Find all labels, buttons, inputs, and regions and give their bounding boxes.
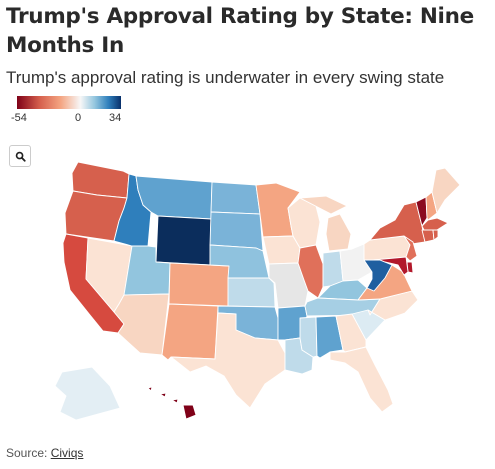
state-ak[interactable] — [54, 366, 121, 421]
legend-min-label: -54 — [11, 112, 27, 124]
state-hi[interactable] — [147, 386, 197, 420]
color-legend: -54 0 34 — [11, 96, 122, 126]
state-fl[interactable] — [329, 346, 394, 413]
state-nm[interactable] — [161, 303, 219, 361]
legend-gradient-bar — [17, 96, 121, 109]
state-ks[interactable] — [227, 277, 276, 308]
legend-mid-label: 0 — [75, 112, 82, 124]
state-az[interactable] — [113, 293, 170, 356]
state-nd[interactable] — [210, 181, 261, 215]
state-tx[interactable] — [170, 312, 286, 409]
state-id[interactable] — [113, 173, 152, 247]
chart-title: Trump's Approval Rating by State: Nine M… — [6, 4, 474, 58]
state-ia[interactable] — [262, 235, 301, 265]
state-nh[interactable] — [425, 191, 438, 221]
source-link[interactable]: Civiqs — [50, 446, 84, 460]
legend-max-label: 34 — [109, 112, 122, 124]
source-prefix: Source: — [6, 446, 51, 460]
magnifier-icon — [15, 151, 26, 162]
state-ri[interactable] — [432, 229, 439, 241]
state-md[interactable] — [372, 256, 409, 276]
state-co[interactable] — [168, 262, 230, 307]
us-state-map — [54, 161, 461, 421]
state-wy[interactable] — [155, 215, 212, 266]
state-mi[interactable] — [299, 195, 352, 252]
source-line: Source: Civiqs — [6, 446, 83, 460]
zoom-button[interactable] — [9, 145, 31, 167]
state-me[interactable] — [431, 167, 461, 214]
state-nj[interactable] — [403, 235, 418, 262]
state-in[interactable] — [322, 250, 344, 288]
chart-subtitle: Trump's approval rating is underwater in… — [6, 68, 445, 87]
